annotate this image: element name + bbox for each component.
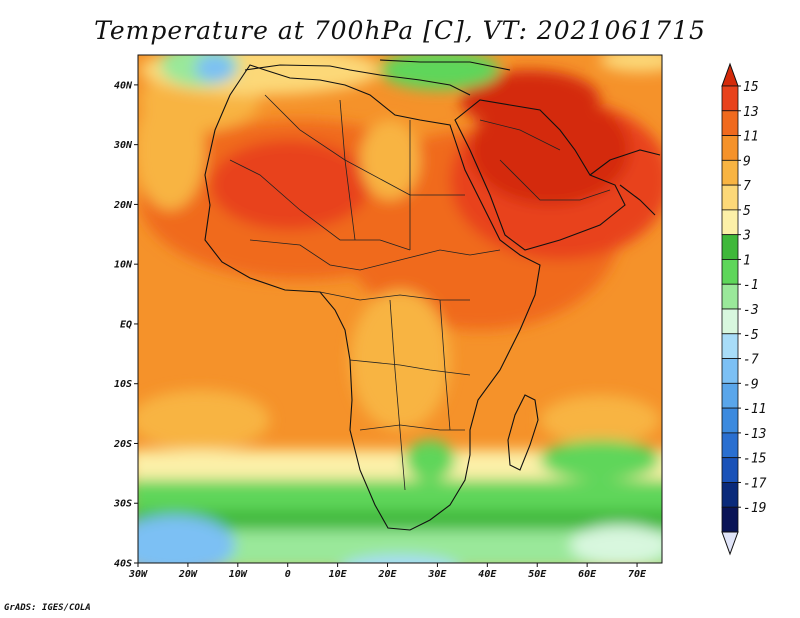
colorbar-label: -3: [743, 303, 759, 318]
colorbar-swatch: [721, 159, 739, 186]
colorbar-swatch: [721, 184, 739, 211]
colorbar-label: -13: [743, 427, 766, 442]
grads-credit: GrADS: IGES/COLA: [4, 603, 91, 613]
plot-frame: [137, 54, 663, 564]
colorbar-label: 7: [743, 179, 751, 194]
colorbar-swatch: [721, 283, 739, 310]
lon-tick-label: 60E: [578, 569, 597, 580]
lat-tick-label: 20N: [113, 200, 133, 211]
colorbar-swatch: [721, 382, 739, 409]
colorbar-label: 1: [743, 253, 751, 268]
lon-tick-label: 20W: [178, 569, 198, 580]
colorbar-label: 13: [743, 105, 759, 120]
lon-tick-label: 30W: [128, 569, 148, 580]
latitude-axis: 40N 30N 20N 10N EQ 10S 20S 30S 40S: [113, 80, 138, 570]
colorbar-swatch: [721, 358, 739, 384]
colorbar-label: 5: [743, 204, 751, 219]
colorbar-label: -7: [743, 353, 759, 368]
lat-tick-label: 40S: [114, 559, 132, 570]
lat-tick-label: EQ: [120, 319, 132, 330]
colorbar-swatch: [721, 407, 739, 434]
colorbar-swatch: [721, 432, 739, 459]
colorbar-label: 11: [743, 130, 759, 145]
lon-tick-label: 0: [285, 569, 291, 580]
colorbar-label: 15: [743, 80, 759, 95]
colorbar-swatch: [721, 234, 739, 260]
lon-tick-label: 20E: [377, 569, 397, 580]
lat-tick-label: 10N: [114, 260, 133, 271]
colorbar-swatch: [721, 135, 739, 161]
colorbar-swatch: [721, 308, 739, 335]
colorbar: 15 13 11 9 7 5 3 1 -1 -3 -5 -7 -9 -11 -13 -15 -17 -19: [721, 62, 767, 556]
lat-tick-label: 20S: [113, 439, 132, 450]
colorbar-label: -15: [743, 452, 767, 467]
colorbar-swatch: [721, 482, 739, 508]
colorbar-top-arrow: [721, 62, 739, 87]
longitude-axis: 30W 20W 10W 0 10E 20E 30E 40E 50E 60E 70E: [128, 563, 647, 580]
colorbar-swatch: [721, 85, 739, 112]
colorbar-label: -17: [743, 476, 767, 491]
colorbar-label: -9: [743, 377, 759, 392]
lon-tick-label: 10E: [329, 569, 348, 580]
coastlines: [204, 59, 661, 531]
colorbar-swatch: [721, 110, 739, 136]
colorbar-label: -19: [743, 501, 766, 516]
colorbar-swatch: [721, 209, 739, 236]
lat-tick-label: 10S: [114, 379, 132, 390]
colorbar-label: 3: [742, 229, 751, 244]
temperature-field: [138, 55, 662, 563]
lon-tick-label: 30E: [427, 569, 447, 580]
lat-tick-label: 30S: [113, 499, 132, 510]
colorbar-swatch: [721, 506, 739, 533]
lon-tick-label: 10W: [229, 569, 248, 580]
colorbar-label: -11: [743, 402, 766, 417]
lat-tick-label: 40N: [114, 80, 133, 91]
colorbar-swatch: [721, 333, 739, 359]
colorbar-swatch: [721, 457, 739, 483]
colorbar-label: -5: [743, 328, 759, 343]
colorbar-label: 9: [743, 154, 751, 169]
country-borders: [229, 94, 611, 491]
map-title: Temperature at 700hPa [C], VT: 202106171…: [94, 16, 706, 45]
colorbar-swatch: [721, 259, 739, 285]
lon-tick-label: 40E: [478, 569, 497, 580]
colorbar-bottom-arrow: [721, 531, 739, 556]
lon-tick-label: 50E: [528, 569, 547, 580]
lat-tick-label: 30N: [113, 140, 133, 151]
lon-tick-label: 70E: [628, 569, 647, 580]
colorbar-label: -1: [743, 278, 759, 293]
